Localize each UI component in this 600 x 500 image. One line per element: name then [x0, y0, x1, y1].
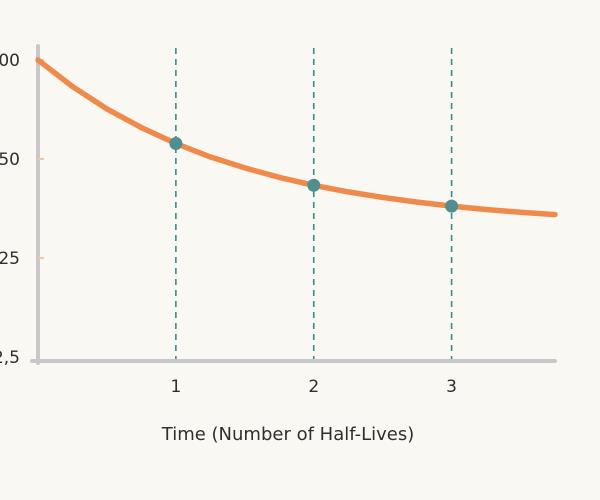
- half-life-point: [445, 199, 459, 213]
- chart-axes: [30, 44, 557, 365]
- x-axis-ticks: 1 2 3: [170, 377, 457, 397]
- y-axis-ticks: 2,5 25 50 00: [0, 51, 44, 368]
- y-tick-label: 25: [0, 249, 20, 269]
- x-axis-title: Time (Number of Half-Lives): [161, 424, 414, 445]
- decay-curve-line: [35, 57, 558, 218]
- x-tick-label: 2: [308, 377, 319, 397]
- half-life-point: [307, 178, 321, 192]
- x-tick-label: 3: [446, 377, 457, 397]
- y-tick-label: 2,5: [0, 348, 20, 368]
- y-tick-label: 50: [0, 150, 20, 170]
- decay-curve: [35, 57, 558, 218]
- y-tick-label: 00: [0, 51, 20, 71]
- x-tick-label: 1: [170, 377, 181, 397]
- half-life-point: [169, 137, 183, 150]
- half-life-markers: [169, 137, 459, 213]
